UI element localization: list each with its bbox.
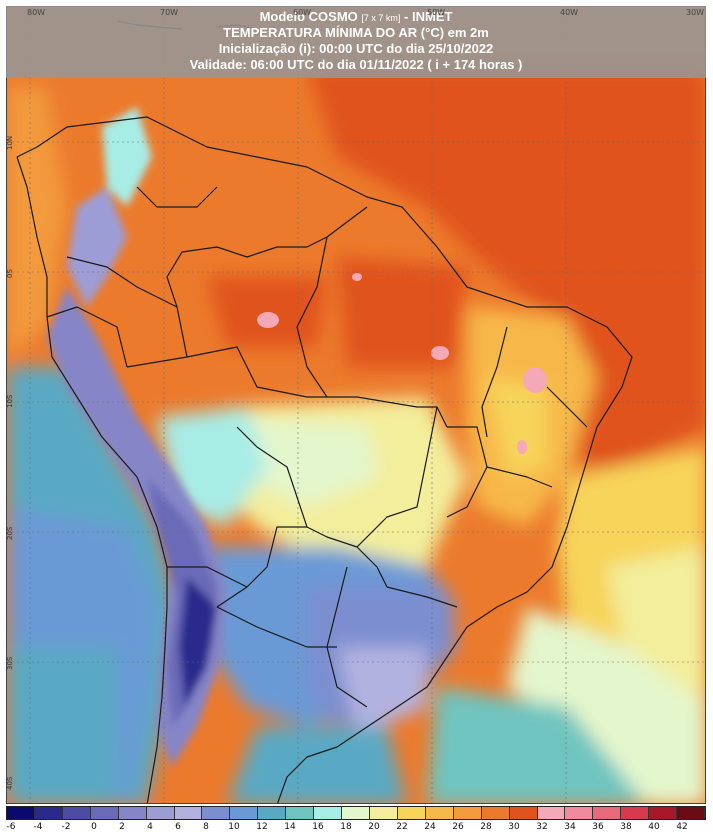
legend-swatch [649, 807, 678, 819]
legend-swatch [677, 807, 706, 819]
legend-tick-label: 6 [175, 822, 181, 832]
legend-tick-label: 32 [536, 822, 548, 832]
lon-label: 70W [160, 8, 179, 17]
legend-swatch [593, 807, 622, 819]
header-line-4: Validade: 06:00 UTC do dia 01/11/2022 ( … [189, 57, 523, 72]
legend-tick-label: 14 [284, 822, 296, 832]
legend-tick-label: 28 [480, 822, 492, 832]
lat-label: 10S [6, 394, 14, 408]
legend-swatch [565, 807, 594, 819]
legend-swatch [118, 807, 147, 819]
lat-label: 20S [6, 526, 14, 540]
header-line-3: Inicialização (i): 00:00 UTC do dia 25/1… [218, 41, 494, 56]
lat-label: 0S [6, 269, 14, 278]
legend-swatch [509, 807, 538, 819]
map-canvas [7, 7, 705, 803]
legend-tick-label: 34 [564, 822, 576, 832]
legend-tick-label: 2 [119, 822, 125, 832]
lat-label: 40S [6, 776, 14, 790]
legend-tick-label: 16 [312, 822, 324, 832]
color-legend [6, 806, 706, 820]
header-line-1: Modelo COSMO [7 x 7 km] - INMET [6, 9, 706, 26]
legend-swatch [314, 807, 343, 819]
legend-tick-label: 30 [508, 822, 520, 832]
legend-swatch [369, 807, 398, 819]
legend-swatch [62, 807, 91, 819]
map-header: Modelo COSMO [7 x 7 km] - INMET TEMPERAT… [6, 6, 706, 78]
legend-tick-label: 42 [676, 822, 688, 832]
legend-tick-label: 24 [424, 822, 436, 832]
lon-label: 80W [27, 8, 46, 17]
legend-swatch [286, 807, 315, 819]
legend-tick-label: 18 [340, 822, 352, 832]
legend-tick-label: 12 [256, 822, 268, 832]
legend-swatch [453, 807, 482, 819]
lon-label: 50W [427, 8, 446, 17]
legend-tick-label: -2 [61, 822, 71, 832]
legend-swatch [621, 807, 650, 819]
legend-swatch [174, 807, 203, 819]
legend-swatch [258, 807, 287, 819]
legend-tick-label: 22 [396, 822, 408, 832]
legend-tick-label: 26 [452, 822, 464, 832]
legend-swatch [425, 807, 454, 819]
legend-swatch [342, 807, 370, 819]
legend-swatch [397, 807, 426, 819]
temperature-map [6, 6, 706, 804]
legend-swatch [90, 807, 119, 819]
legend-tick-label: 10 [228, 822, 240, 832]
legend-tick-label: 0 [91, 822, 97, 832]
legend-tick-label: 8 [203, 822, 209, 832]
legend-swatch [537, 807, 566, 819]
lat-label: 30S [6, 656, 14, 670]
legend-tick-label: 40 [648, 822, 660, 832]
legend-tick-label: -4 [33, 822, 43, 832]
model-resolution: [7 x 7 km] [361, 13, 401, 23]
legend-tick-label: 20 [368, 822, 380, 832]
legend-tick-label: 38 [620, 822, 632, 832]
legend-swatch [202, 807, 231, 819]
lat-label: 10N [6, 135, 14, 150]
header-line-2: TEMPERATURA MÍNIMA DO AR (°C) em 2m [223, 25, 489, 40]
model-name: Modelo COSMO [259, 9, 358, 24]
legend-tick-label: 4 [147, 822, 153, 832]
lon-label: 40W [560, 8, 579, 17]
legend-swatch [146, 807, 175, 819]
lon-label: 30W [686, 8, 705, 17]
legend-swatch [230, 807, 259, 819]
legend-tick-label: 36 [592, 822, 604, 832]
legend-swatch [34, 807, 63, 819]
legend-swatch [481, 807, 510, 819]
legend-swatch [7, 807, 35, 819]
legend-ticks: -6 -4 -2 0 2 4 6 8 10 12 14 16 18 20 22 24 26 28 30 32 34 36 3… [6, 822, 706, 836]
institution: - INMET [404, 9, 453, 24]
legend-tick-label: -6 [6, 822, 16, 832]
lon-label: 60W [293, 8, 312, 17]
